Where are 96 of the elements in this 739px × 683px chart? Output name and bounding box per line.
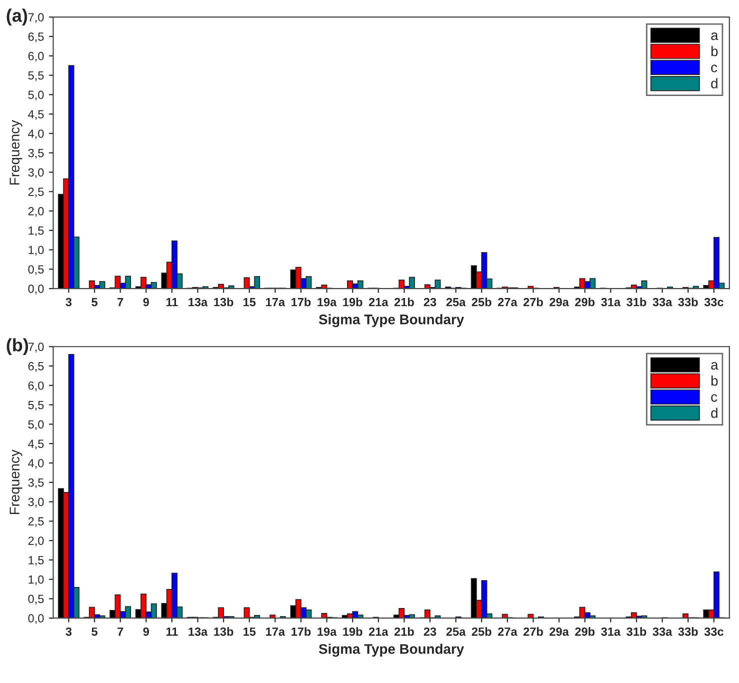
y-tick-label: 3,0 [28, 498, 44, 508]
x-tick-label: 3 [66, 298, 72, 306]
x-tick-label: 23 [424, 627, 436, 636]
x-tick-label: 33a [652, 298, 672, 306]
x-tick-label: 21b [394, 298, 414, 306]
x-tick-label: 19a [318, 298, 337, 306]
y-tick-label: 1,5 [28, 226, 44, 236]
y-tick-label: 7,0 [28, 13, 44, 23]
x-tick-label: 25a [446, 298, 466, 306]
legend-label: c [711, 394, 718, 402]
y-tick-label: 5,0 [28, 420, 44, 430]
y-tick-label: 2,5 [28, 517, 44, 527]
legend-label: d [711, 78, 718, 88]
x-tick-label: 29b [575, 627, 595, 636]
x-tick-label: 7 [118, 628, 124, 636]
y-tick-label: 1,0 [28, 246, 44, 256]
x-tick-label: 25b [472, 627, 492, 636]
x-tick-label: 13b [214, 298, 234, 306]
x-tick-label: 27a [498, 298, 518, 306]
x-tick-label: 17a [266, 298, 286, 306]
x-tick-label: 27b [523, 627, 543, 636]
y-tick-label: 2,0 [28, 536, 44, 546]
x-tick-label: 19b [343, 298, 362, 306]
y-tick-label: 5,0 [28, 90, 44, 100]
y-tick-label: 2,0 [28, 207, 44, 217]
x-tick-label: 17b [292, 627, 311, 636]
y-tick-label: 4,0 [28, 129, 44, 140]
x-tick-label: 33b [678, 298, 698, 306]
x-tick-label: 19a [318, 627, 337, 636]
x-tick-label: 15 [244, 628, 256, 636]
y-tick-label: 4,5 [28, 440, 44, 450]
x-tick-label: 13a [188, 627, 208, 636]
x-tick-label: 13a [188, 298, 208, 306]
x-tick-label: 29a [550, 298, 569, 306]
legend-label: a [711, 362, 718, 370]
x-tick-label: 23 [424, 298, 436, 306]
x-tick-label: 3 [66, 627, 72, 636]
x-tick-label: 27b [523, 298, 543, 306]
x-tick-label: 31b [626, 298, 646, 306]
y-tick-label: 0,0 [28, 614, 44, 624]
x-tick-label: 7 [118, 298, 124, 306]
y-tick-label: 1,5 [28, 556, 44, 566]
legend-label: c [711, 64, 718, 72]
x-tick-label: 17b [292, 298, 311, 306]
x-tick-label: 13b [214, 627, 234, 636]
y-tick-label: 6,0 [28, 381, 44, 392]
y-tick-label: 5,5 [28, 71, 44, 82]
legend-label: b [711, 46, 718, 56]
legend-label: d [711, 408, 718, 418]
y-tick-label: 3,5 [28, 478, 44, 488]
y-tick-label: 3,0 [28, 168, 44, 178]
legend-label: a [711, 32, 718, 40]
x-tick-label: 21b [394, 627, 414, 636]
y-tick-label: 0,5 [28, 594, 44, 605]
x-tick-label: 27a [498, 627, 518, 636]
y-tick-label: 2,5 [28, 188, 44, 198]
chart-title: (b) [6, 338, 28, 356]
y-axis-title: Frequency [10, 450, 22, 514]
x-tick-label: 25b [472, 298, 492, 306]
y-tick-label: 7,0 [28, 342, 44, 352]
y-tick-label: 6,5 [28, 32, 44, 42]
y-tick-label: 0,5 [28, 265, 44, 275]
x-tick-label: 33a [652, 627, 672, 636]
x-tick-label: 5 [92, 298, 98, 306]
x-tick-label: 9 [143, 627, 149, 636]
y-tick-label: 0,0 [28, 284, 44, 294]
x-axis-title: Sigma Type Boundary [318, 314, 464, 328]
y-tick-label: 1,0 [28, 575, 44, 586]
chart-title: (a) [6, 8, 28, 26]
x-tick-label: 21a [368, 298, 388, 306]
y-tick-label: 6,5 [28, 362, 44, 372]
y-tick-label: 4,5 [28, 110, 44, 120]
legend-label: b [711, 376, 718, 386]
y-tick-label: 4,0 [28, 459, 44, 469]
y-axis-title: Frequency [10, 120, 22, 184]
x-tick-label: 5 [92, 628, 98, 636]
y-tick-label: 5,5 [28, 400, 44, 411]
x-tick-label: 31a [601, 627, 621, 636]
y-tick-label: 6,0 [28, 52, 44, 62]
x-tick-label: 33c [704, 627, 724, 636]
y-tick-label: 3,5 [28, 148, 44, 159]
x-tick-label: 9 [143, 298, 149, 306]
x-tick-label: 33b [678, 627, 698, 636]
x-tick-label: 33c [704, 298, 724, 306]
x-tick-label: 15 [244, 298, 256, 306]
x-tick-label: 17a [266, 628, 286, 636]
x-tick-label: 31a [601, 298, 621, 306]
x-tick-label: 11 [166, 628, 178, 636]
x-tick-label: 29b [575, 298, 595, 306]
x-axis-title: Sigma Type Boundary [318, 644, 464, 657]
x-tick-label: 11 [166, 298, 178, 306]
x-tick-label: 19b [343, 627, 362, 636]
x-tick-label: 21a [368, 627, 388, 636]
x-tick-label: 29a [550, 627, 569, 636]
x-tick-label: 31b [626, 627, 646, 636]
x-tick-label: 25a [446, 627, 466, 636]
